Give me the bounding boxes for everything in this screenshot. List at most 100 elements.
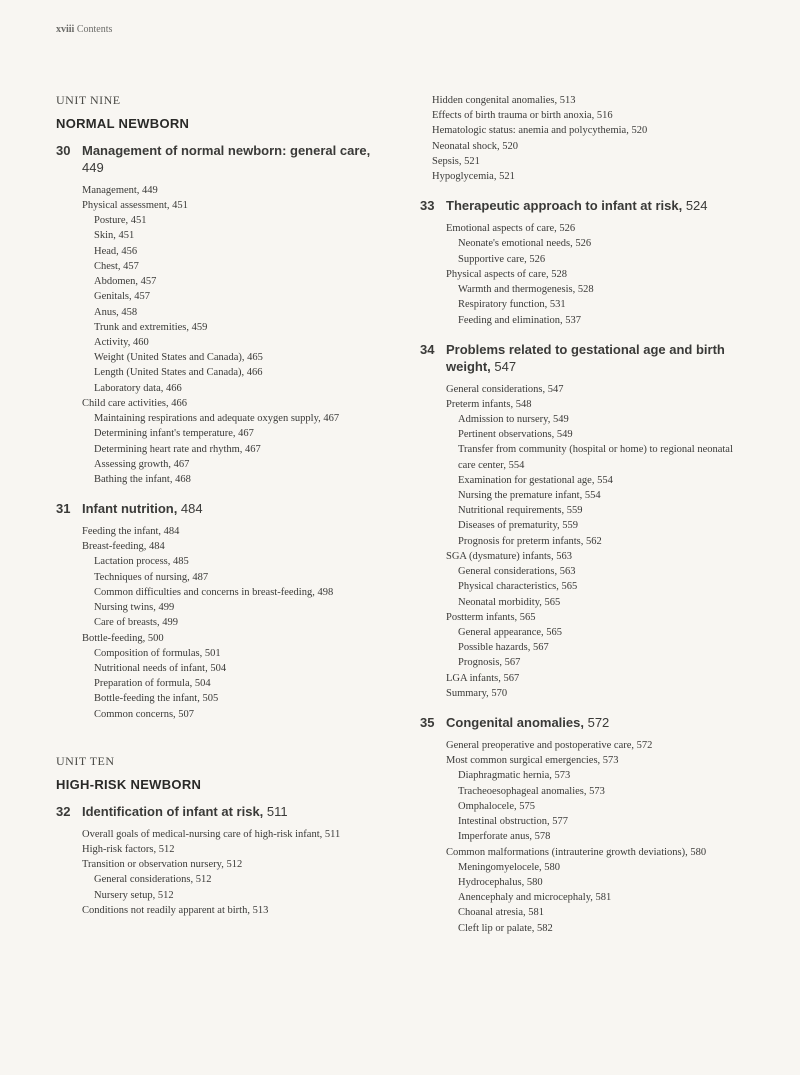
toc-entry: Respiratory function, 531 xyxy=(446,297,744,312)
left-column: UNIT NINENORMAL NEWBORN30Management of n… xyxy=(56,93,380,950)
toc-entry: Transfer from community (hospital or hom… xyxy=(446,442,744,472)
unit-title: NORMAL NEWBORN xyxy=(56,116,380,131)
toc-entry: Overall goals of medical-nursing care of… xyxy=(82,827,380,842)
toc-entry: Nutritional needs of infant, 504 xyxy=(82,661,380,676)
toc-entry: Physical aspects of care, 528 xyxy=(446,267,744,282)
unit-title: HIGH-RISK NEWBORN xyxy=(56,777,380,792)
chapter-page-ref: 572 xyxy=(588,715,610,730)
toc-entry: Activity, 460 xyxy=(82,335,380,350)
entries-list: General preoperative and postoperative c… xyxy=(446,738,744,936)
toc-entry: Hidden congenital anomalies, 513 xyxy=(420,93,744,108)
chapter-title: Therapeutic approach to infant at risk, … xyxy=(446,198,708,215)
toc-entry: Examination for gestational age, 554 xyxy=(446,473,744,488)
chapter-title: Infant nutrition, 484 xyxy=(82,501,203,518)
toc-entry: Breast-feeding, 484 xyxy=(82,539,380,554)
toc-entry: Bathing the infant, 468 xyxy=(82,472,380,487)
toc-entry: Hydrocephalus, 580 xyxy=(446,875,744,890)
toc-entry: Common malformations (intrauterine growt… xyxy=(446,845,744,860)
chapter-heading: 34Problems related to gestational age an… xyxy=(420,342,744,376)
toc-entry: Length (United States and Canada), 466 xyxy=(82,365,380,380)
chapter-heading: 32Identification of infant at risk, 511 xyxy=(56,804,380,821)
toc-entry: Feeding and elimination, 537 xyxy=(446,313,744,328)
chapter: 32Identification of infant at risk, 511 O… xyxy=(56,804,380,918)
toc-entry: Bottle-feeding, 500 xyxy=(82,631,380,646)
toc-entry: Transition or observation nursery, 512 xyxy=(82,857,380,872)
chapter-number: 34 xyxy=(420,342,446,357)
chapter-title: Management of normal newborn: general ca… xyxy=(82,143,380,177)
toc-entry: Omphalocele, 575 xyxy=(446,799,744,814)
continuation-entries: Hidden congenital anomalies, 513Effects … xyxy=(420,93,744,184)
page-header: xviii Contents xyxy=(56,24,744,35)
chapter-number: 33 xyxy=(420,198,446,213)
toc-entry: Nutritional requirements, 559 xyxy=(446,503,744,518)
header-section: Contents xyxy=(77,24,113,35)
toc-entry: Feeding the infant, 484 xyxy=(82,524,380,539)
toc-entry: Common concerns, 507 xyxy=(82,707,380,722)
toc-entry: Diaphragmatic hernia, 573 xyxy=(446,768,744,783)
page-number: xviii xyxy=(56,24,74,35)
chapter-heading: 31Infant nutrition, 484 xyxy=(56,501,380,518)
toc-entry: Techniques of nursing, 487 xyxy=(82,570,380,585)
toc-entry: Child care activities, 466 xyxy=(82,396,380,411)
chapter-number: 32 xyxy=(56,804,82,819)
toc-entry: Determining infant's temperature, 467 xyxy=(82,426,380,441)
toc-entry: Hypoglycemia, 521 xyxy=(420,169,744,184)
toc-entry: Preterm infants, 548 xyxy=(446,397,744,412)
entries-list: Management, 449Physical assessment, 451P… xyxy=(82,183,380,487)
toc-entry: Choanal atresia, 581 xyxy=(446,905,744,920)
entries-list: Emotional aspects of care, 526Neonate's … xyxy=(446,221,744,328)
toc-entry: Intestinal obstruction, 577 xyxy=(446,814,744,829)
toc-entry: Nursing twins, 499 xyxy=(82,600,380,615)
toc-entry: Head, 456 xyxy=(82,244,380,259)
toc-entry: Maintaining respirations and adequate ox… xyxy=(82,411,380,426)
toc-entry: Conditions not readily apparent at birth… xyxy=(82,903,380,918)
toc-entry: Physical assessment, 451 xyxy=(82,198,380,213)
toc-entry: Nursing the premature infant, 554 xyxy=(446,488,744,503)
chapter-number: 31 xyxy=(56,501,82,516)
toc-entry: General preoperative and postoperative c… xyxy=(446,738,744,753)
toc-entry: Imperforate anus, 578 xyxy=(446,829,744,844)
toc-entry: Genitals, 457 xyxy=(82,289,380,304)
toc-entry: Cleft lip or palate, 582 xyxy=(446,921,744,936)
toc-entry: Abdomen, 457 xyxy=(82,274,380,289)
chapter: 35Congenital anomalies, 572General preop… xyxy=(420,715,744,936)
toc-entry: Determining heart rate and rhythm, 467 xyxy=(82,442,380,457)
unit-block: UNIT NINENORMAL NEWBORN30Management of n… xyxy=(56,93,380,722)
chapter-page-ref: 511 xyxy=(267,804,288,819)
toc-entry: Laboratory data, 466 xyxy=(82,381,380,396)
toc-entry: Chest, 457 xyxy=(82,259,380,274)
toc-entry: Composition of formulas, 501 xyxy=(82,646,380,661)
toc-entry: Effects of birth trauma or birth anoxia,… xyxy=(420,108,744,123)
toc-entry: Anencephaly and microcephaly, 581 xyxy=(446,890,744,905)
unit-block: UNIT TEN HIGH-RISK NEWBORN 32Identificatio… xyxy=(56,754,380,918)
chapter-heading: 30Management of normal newborn: general … xyxy=(56,143,380,177)
chapter-title: Problems related to gestational age and … xyxy=(446,342,744,376)
toc-entry: Care of breasts, 499 xyxy=(82,615,380,630)
toc-entry: Neonatal morbidity, 565 xyxy=(446,595,744,610)
toc-entry: Prognosis, 567 xyxy=(446,655,744,670)
columns-container: UNIT NINENORMAL NEWBORN30Management of n… xyxy=(56,93,744,950)
entries-list: Feeding the infant, 484Breast-feeding, 4… xyxy=(82,524,380,722)
toc-entry: LGA infants, 567 xyxy=(446,671,744,686)
chapter: 33Therapeutic approach to infant at risk… xyxy=(420,198,744,327)
toc-entry: Most common surgical emergencies, 573 xyxy=(446,753,744,768)
toc-entry: Anus, 458 xyxy=(82,305,380,320)
toc-entry: Sepsis, 521 xyxy=(420,154,744,169)
toc-entry: Diseases of prematurity, 559 xyxy=(446,518,744,533)
toc-entry: Assessing growth, 467 xyxy=(82,457,380,472)
toc-entry: Nursery setup, 512 xyxy=(82,888,380,903)
toc-entry: General appearance, 565 xyxy=(446,625,744,640)
chapter-page-ref: 524 xyxy=(686,198,708,213)
toc-entry: Supportive care, 526 xyxy=(446,252,744,267)
chapter-page-ref: 484 xyxy=(181,501,203,516)
chapter-heading: 33Therapeutic approach to infant at risk… xyxy=(420,198,744,215)
toc-entry: Admission to nursery, 549 xyxy=(446,412,744,427)
toc-entry: General considerations, 563 xyxy=(446,564,744,579)
unit-label: UNIT TEN xyxy=(56,754,380,769)
entries-list: Overall goals of medical-nursing care of… xyxy=(82,827,380,918)
toc-entry: Management, 449 xyxy=(82,183,380,198)
chapter-page-ref: 449 xyxy=(82,160,104,175)
toc-entry: Pertinent observations, 549 xyxy=(446,427,744,442)
toc-entry: Prognosis for preterm infants, 562 xyxy=(446,534,744,549)
toc-entry: Meningomyelocele, 580 xyxy=(446,860,744,875)
